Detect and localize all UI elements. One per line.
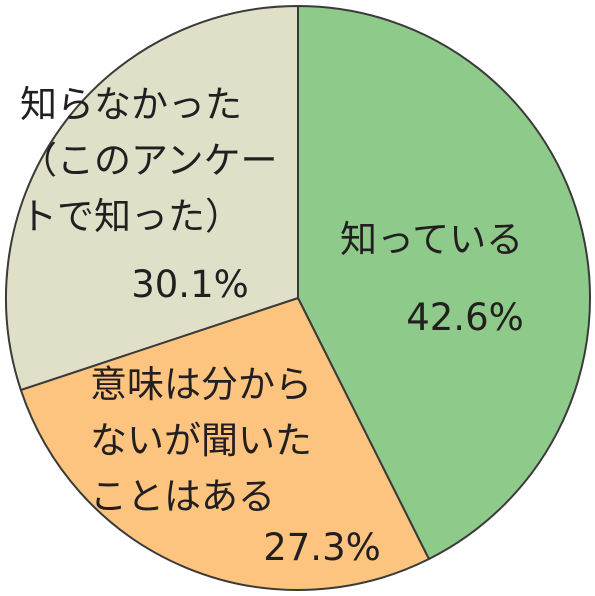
pie-slice — [297, 4, 591, 561]
value-label: 42.6% — [406, 296, 524, 339]
value-label: 27.3% — [263, 526, 381, 569]
slice-label: 知らなかった （このアンケー トで知った） — [20, 83, 278, 238]
value-label: 30.1% — [131, 263, 249, 306]
pie-slice — [5, 4, 299, 392]
pie-slice — [19, 296, 431, 591]
slice-label: 知っている — [340, 218, 524, 261]
slice-label: 意味は分から ないが聞いた ことはある — [90, 363, 312, 518]
